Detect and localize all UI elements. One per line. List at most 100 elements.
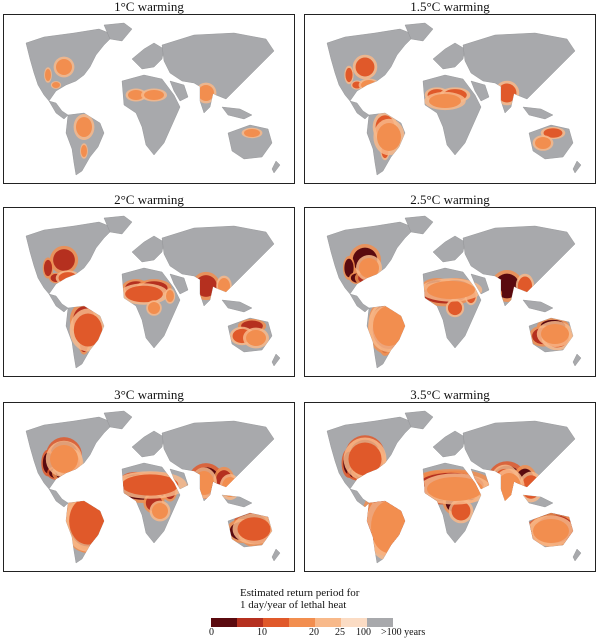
heat-region	[56, 59, 72, 75]
legend-swatch	[237, 618, 263, 627]
landmass	[48, 293, 69, 313]
heat-region	[359, 258, 379, 278]
heat-region	[361, 80, 377, 90]
heat-region	[246, 330, 266, 346]
heat-region	[521, 475, 541, 499]
heat-region	[371, 501, 407, 553]
landmass	[432, 430, 466, 458]
heat-region	[345, 67, 353, 83]
landmass	[522, 299, 554, 313]
landmass	[522, 106, 554, 120]
panel-title: 3.5°C warming	[410, 387, 490, 402]
heat-region	[517, 276, 533, 296]
landmass	[48, 488, 69, 508]
legend-tick: 20	[309, 627, 319, 638]
heat-region	[76, 117, 92, 137]
heat-region	[43, 259, 53, 277]
heat-region	[355, 57, 375, 77]
legend-swatch	[211, 618, 237, 627]
landmass	[432, 235, 466, 263]
heat-region	[73, 313, 103, 347]
world-map	[3, 402, 295, 572]
legend-tick: 25	[335, 627, 345, 638]
landmass	[271, 160, 281, 174]
heat-region	[125, 285, 163, 303]
heat-region	[535, 137, 551, 149]
landmass	[48, 100, 69, 120]
landmass	[169, 273, 189, 295]
heat-region	[152, 503, 168, 519]
heat-region	[144, 90, 164, 100]
legend-title-line: Estimated return period for	[240, 587, 360, 599]
heat-region	[121, 474, 179, 496]
legend-tick: >100 years	[381, 627, 426, 638]
heat-region	[533, 519, 569, 543]
legend-swatch	[367, 618, 393, 627]
heat-region	[491, 97, 499, 105]
heat-region	[497, 473, 521, 501]
landmass	[221, 299, 253, 313]
landmass	[271, 353, 281, 367]
heat-region	[427, 281, 475, 299]
landmass	[349, 100, 370, 120]
heat-region	[45, 69, 51, 81]
landmass	[462, 32, 576, 100]
landmass	[103, 22, 133, 42]
heat-region	[348, 442, 382, 476]
landmass	[131, 235, 165, 263]
landmass	[103, 215, 133, 235]
heat-region	[451, 501, 471, 521]
heat-region	[50, 445, 78, 473]
heat-region	[69, 497, 107, 545]
heat-region	[427, 477, 483, 501]
landmass	[404, 215, 434, 235]
heat-region	[497, 83, 517, 103]
heat-region	[52, 82, 60, 88]
landmass	[572, 353, 582, 367]
legend-swatch	[315, 618, 341, 627]
heat-region	[195, 275, 217, 297]
legend-swatch	[289, 618, 315, 627]
heat-region	[81, 145, 87, 157]
heat-region	[494, 273, 520, 299]
legend-title-line: 1 day/year of lethal heat	[240, 599, 347, 611]
landmass	[572, 160, 582, 174]
panel-title: 3°C warming	[114, 387, 184, 402]
landmass	[572, 548, 582, 562]
landmass	[169, 80, 189, 102]
legend-tick: 10	[257, 627, 267, 638]
landmass	[432, 42, 466, 70]
landmass	[349, 293, 370, 313]
legend-swatch	[341, 618, 367, 627]
heat-region	[222, 477, 238, 497]
panel-title: 1°C warming	[114, 0, 184, 14]
heat-region	[541, 324, 569, 344]
heat-region	[447, 300, 463, 316]
color-scale-bar	[211, 618, 393, 627]
heat-region	[488, 482, 502, 496]
landmass	[422, 74, 482, 156]
heat-region	[244, 129, 260, 137]
heat-region	[189, 289, 199, 299]
legend-tick: 100	[356, 627, 371, 638]
heat-region	[218, 278, 230, 294]
landmass	[161, 32, 275, 100]
landmass	[131, 42, 165, 70]
heat-region	[429, 94, 461, 108]
heat-region	[344, 258, 354, 278]
landmass	[404, 410, 434, 430]
world-map	[3, 14, 295, 184]
panel-title: 2°C warming	[114, 192, 184, 207]
heat-region	[187, 482, 201, 496]
heat-region	[237, 517, 271, 541]
heat-region	[373, 306, 405, 346]
world-map	[3, 207, 295, 377]
landmass	[131, 430, 165, 458]
landmass	[161, 225, 275, 293]
landmass	[103, 410, 133, 430]
landmass	[404, 22, 434, 42]
heat-region	[198, 85, 214, 101]
legend-swatch	[263, 618, 289, 627]
landmass	[221, 106, 253, 120]
heat-region	[58, 272, 78, 284]
